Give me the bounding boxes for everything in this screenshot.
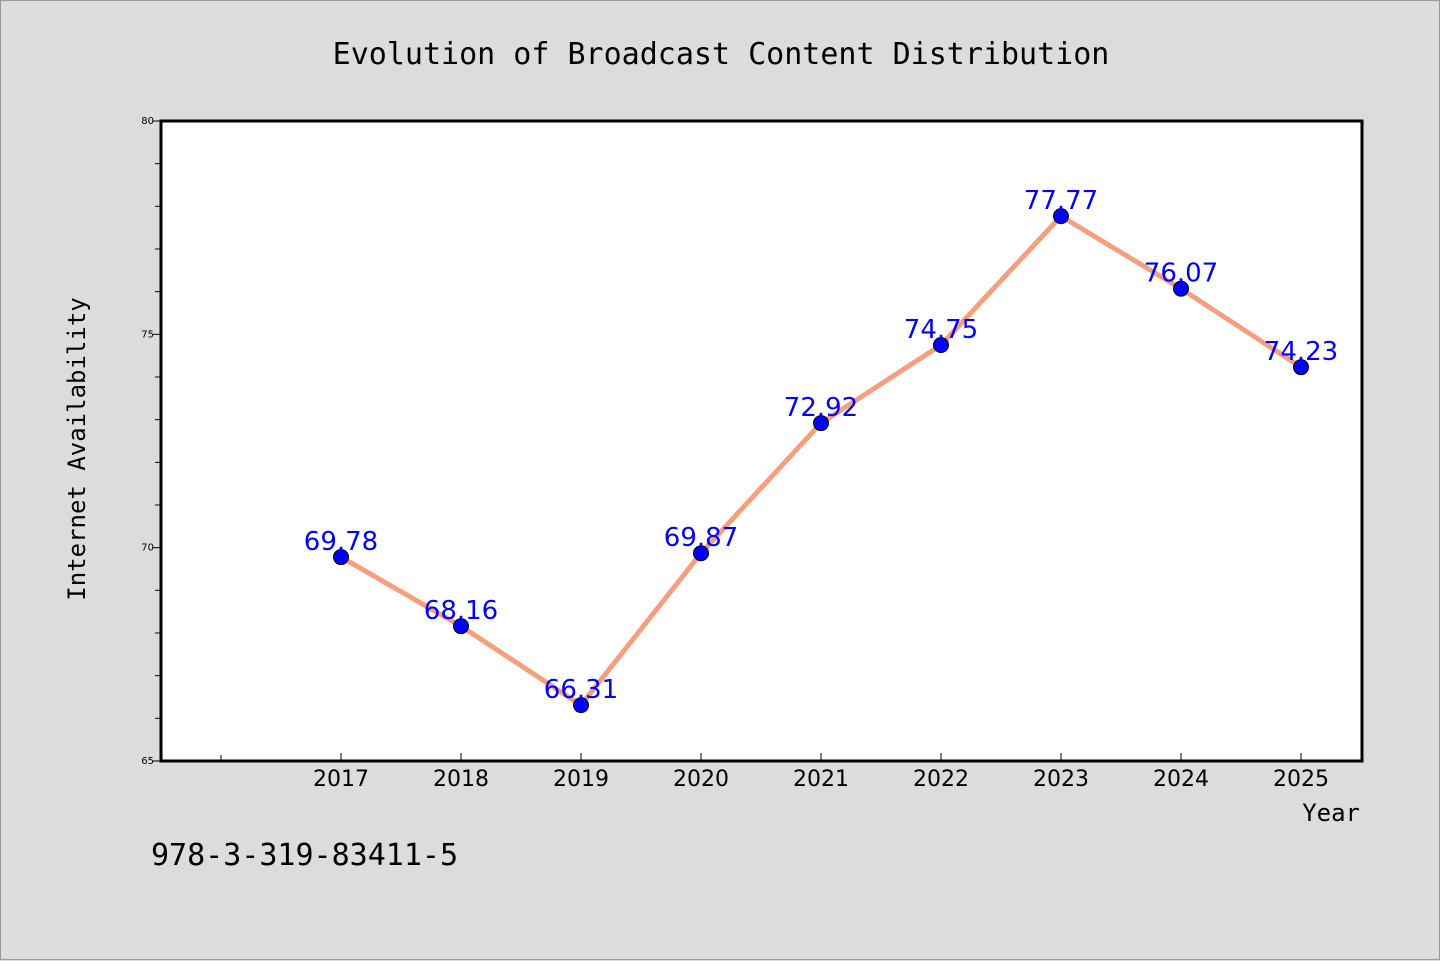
data-label: 76.07: [1144, 259, 1218, 289]
data-point: [573, 697, 589, 714]
y-axis-title: Internet Availability: [63, 297, 91, 600]
y-tick-label: 80: [141, 116, 154, 127]
data-label: 69.78: [304, 527, 378, 557]
data-point: [333, 549, 349, 566]
data-label: 69.87: [664, 523, 738, 553]
x-tick-label: 2023: [1033, 767, 1089, 792]
chart-title: Evolution of Broadcast Content Distribut…: [333, 37, 1110, 72]
data-label: 72.92: [784, 393, 858, 423]
y-tick-label: 75: [141, 329, 154, 340]
data-label: 77.77: [1024, 186, 1098, 216]
data-label: 66.31: [544, 675, 618, 705]
x-tick-label: 2018: [433, 767, 489, 792]
data-label: 74.23: [1264, 337, 1338, 367]
data-point: [1173, 280, 1189, 297]
x-tick-label: 2020: [673, 767, 729, 792]
series-layer: 69.78 68.16 66.31 69.87 72.92 74.75 77.77 76.07…: [304, 186, 1338, 714]
x-tick-label: 2019: [553, 767, 609, 792]
data-point: [933, 337, 949, 353]
x-axis-title: Year: [1302, 799, 1360, 827]
data-point: [1293, 359, 1309, 376]
data-point: [693, 545, 709, 562]
y-tick-label: 65: [141, 756, 154, 767]
y-axis: 65 70 75 80: [141, 116, 161, 767]
x-tick-label: 2021: [793, 767, 849, 792]
plot-border: [159, 119, 1364, 763]
x-tick-label: 2025: [1273, 767, 1329, 792]
x-axis: 2017 2018 2019 2020 2021 2022 2023 2024 2025: [220, 753, 1329, 792]
data-point: [1053, 208, 1069, 225]
data-point: [453, 618, 469, 635]
data-label: 68.16: [424, 596, 498, 626]
data-point: [813, 415, 829, 432]
x-tick-label: 2022: [913, 767, 969, 792]
x-tick-label: 2017: [313, 767, 369, 792]
isbn-text: 978-3-319-83411-5: [151, 838, 458, 873]
data-label: 74.75: [904, 315, 978, 345]
y-tick-label: 70: [141, 543, 154, 554]
x-tick-label: 2024: [1153, 767, 1209, 792]
plot-area: [161, 121, 1362, 761]
